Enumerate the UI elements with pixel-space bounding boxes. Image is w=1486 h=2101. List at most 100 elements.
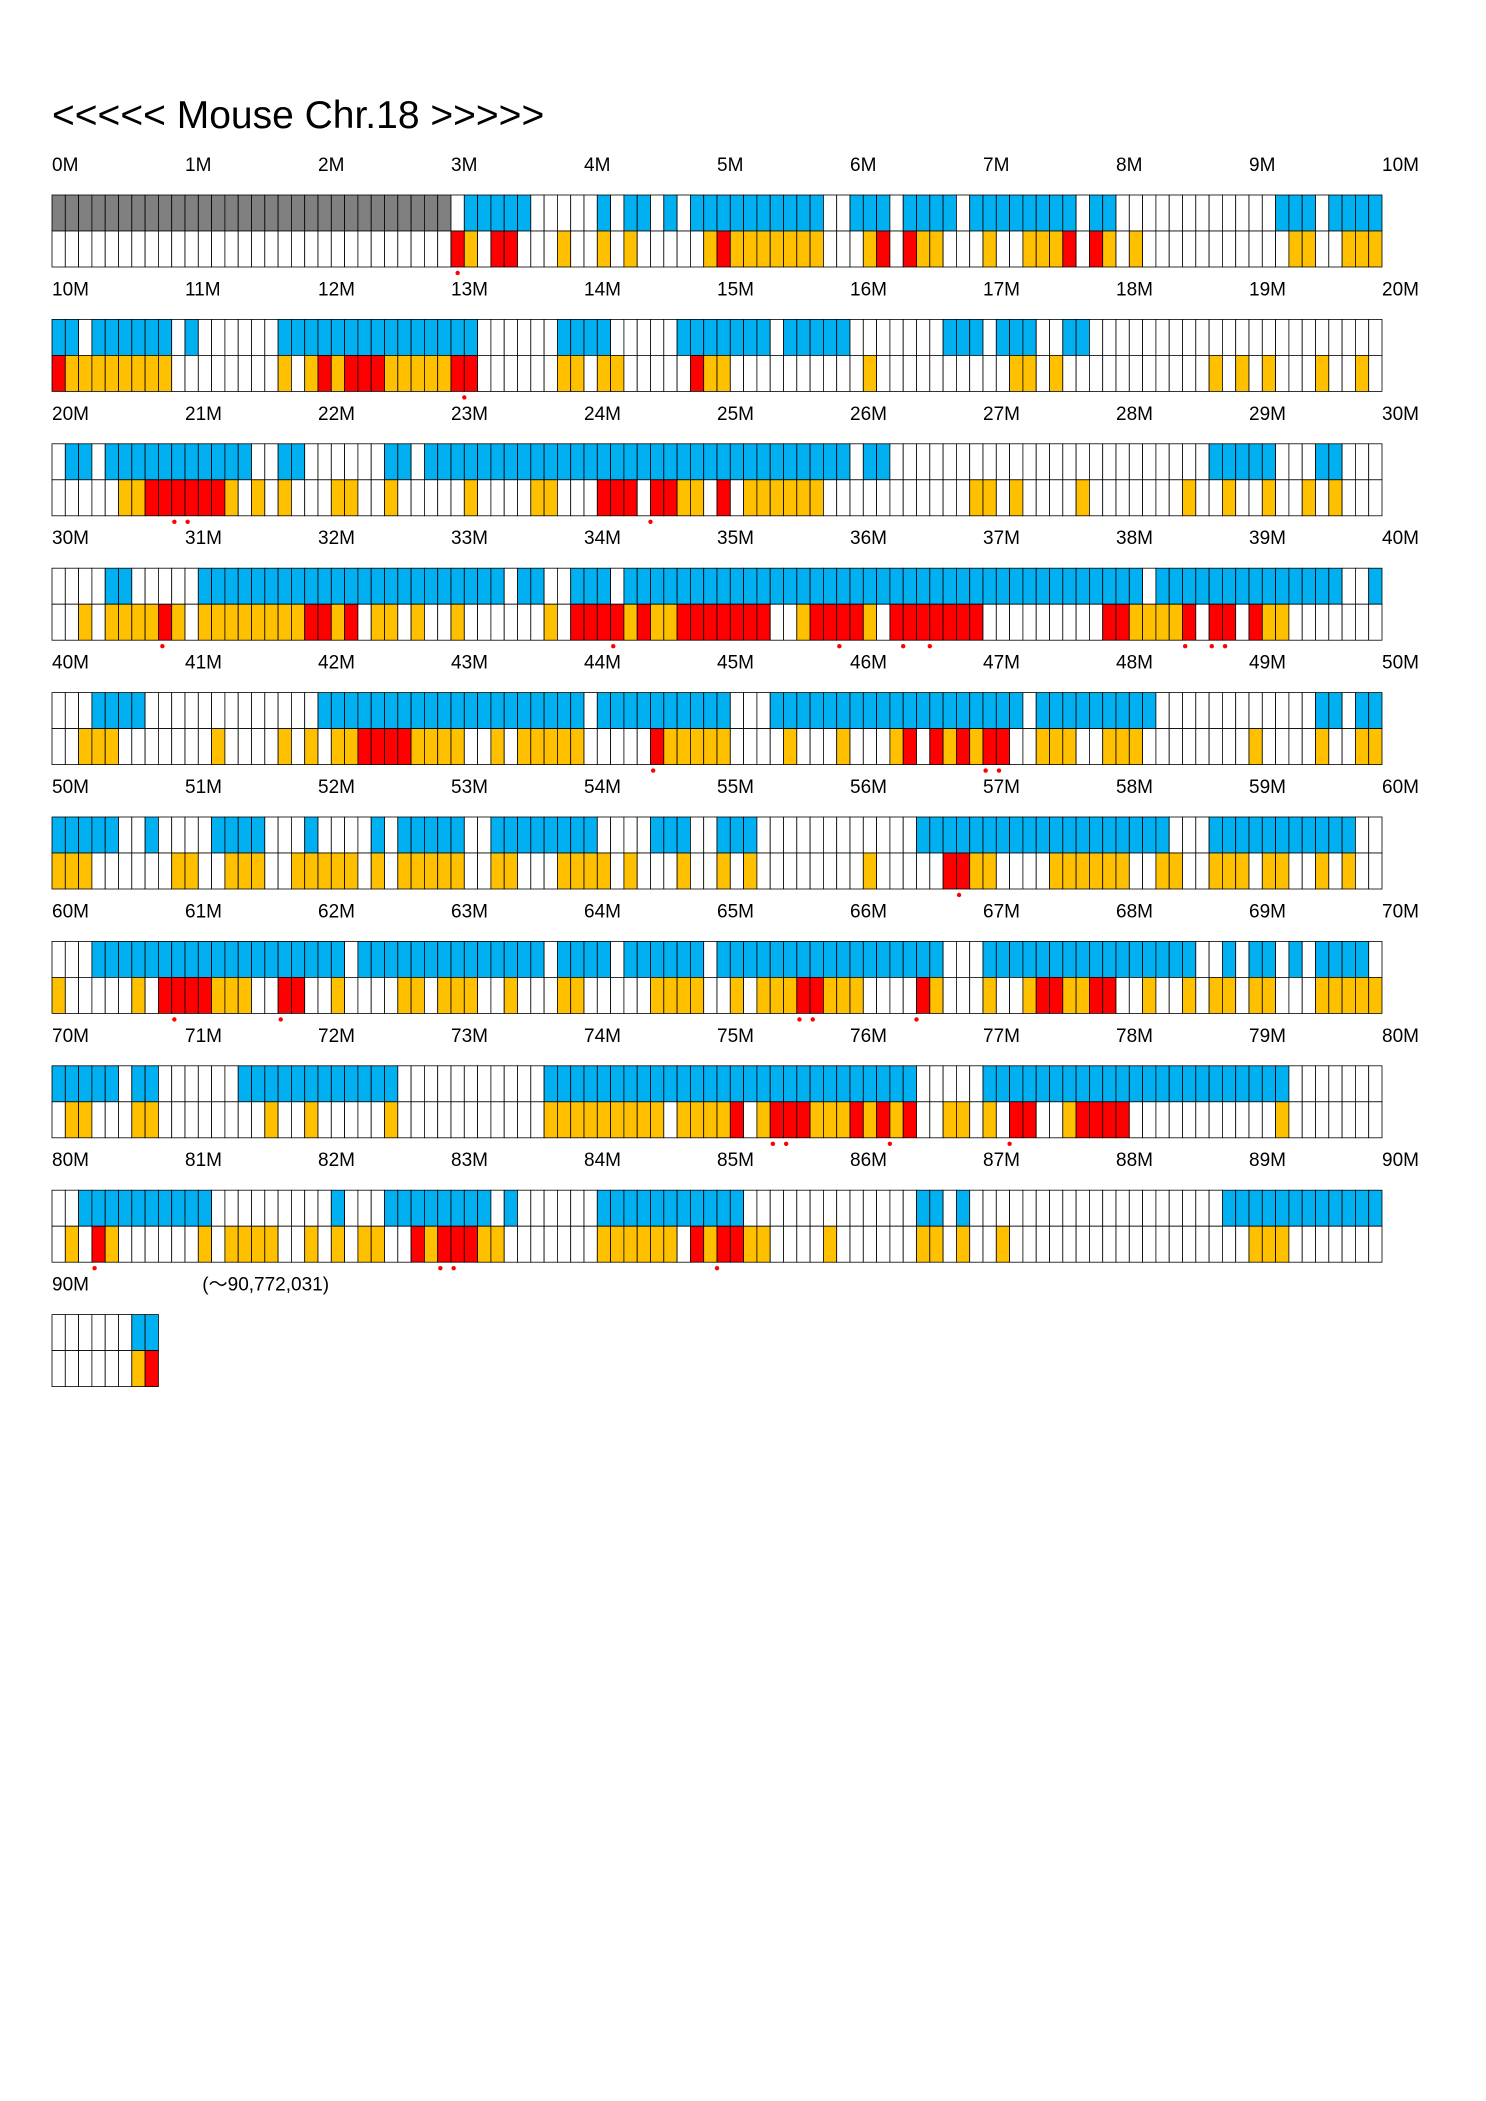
tick-label: 50M (1382, 653, 1419, 674)
upper-cell (1035, 816, 1050, 854)
lower-cell (676, 852, 691, 890)
lower-cell (1235, 1225, 1250, 1263)
upper-cell (184, 692, 199, 729)
lower-cell (1115, 230, 1130, 268)
upper-cell (995, 941, 1010, 978)
lower-cell (823, 230, 838, 268)
upper-cell (716, 941, 731, 978)
upper-cell (982, 692, 997, 729)
lower-cell (716, 354, 731, 392)
lower-cell (1115, 479, 1130, 517)
lower-cell (384, 230, 399, 268)
lower-cell (1155, 852, 1170, 890)
upper-cell (1155, 443, 1170, 481)
upper-cell (437, 692, 452, 729)
tick-label: 7M (983, 155, 1009, 176)
tick-label: 23M (451, 404, 488, 425)
lower-cell (836, 479, 851, 517)
upper-cell (1128, 1189, 1144, 1227)
lower-cell (384, 354, 399, 392)
upper-cell (557, 443, 572, 481)
upper-cell (1222, 1189, 1237, 1227)
lower-cell (929, 852, 944, 890)
lower-cell (503, 603, 518, 641)
lower-cell (783, 1101, 798, 1139)
upper-cell (517, 941, 532, 978)
upper-cell (1128, 194, 1144, 232)
upper-cell (1208, 941, 1223, 978)
lower-cell (1009, 1101, 1024, 1139)
upper-cell (796, 318, 811, 356)
lower-cell (1235, 977, 1250, 1014)
upper-cell (942, 194, 957, 232)
lower-cell (849, 852, 864, 890)
upper-cell (902, 194, 917, 232)
upper-cell (676, 816, 691, 854)
lower-cell (1035, 479, 1050, 517)
upper-cell (1075, 816, 1090, 854)
upper-cell (410, 318, 425, 356)
upper-cell (1288, 318, 1303, 356)
upper-cell (370, 567, 385, 605)
lower-cell (251, 728, 266, 765)
upper-cell (490, 692, 505, 729)
lower-cell (823, 479, 838, 517)
upper-cell (384, 194, 399, 232)
lower-cell (131, 479, 146, 517)
upper-cell (1288, 1189, 1303, 1227)
upper-cell (517, 567, 532, 605)
upper-cell (78, 567, 93, 605)
lower-cell (783, 354, 798, 392)
lower-cell (264, 1101, 279, 1139)
lower-cell (197, 479, 213, 517)
upper-cell (197, 318, 213, 356)
upper-cell (596, 692, 611, 729)
lower-cell (623, 479, 638, 517)
lower-cell (370, 230, 385, 268)
lower-cell (104, 1350, 119, 1387)
lower-cell (357, 1225, 372, 1263)
upper-cell (64, 194, 80, 232)
lower-cell (1261, 230, 1277, 268)
upper-cell (251, 1189, 266, 1227)
upper-cell (836, 692, 851, 729)
upper-cell (171, 692, 186, 729)
end-coordinate-note: (〜90,772,031) (202, 1275, 329, 1296)
upper-cell (384, 1189, 399, 1227)
upper-cell (1248, 941, 1263, 978)
tick-label: 90M (1382, 1150, 1419, 1171)
lower-cell (862, 1101, 877, 1139)
upper-cell (889, 567, 904, 605)
lower-cell (1315, 1101, 1330, 1139)
lower-cell (889, 479, 904, 517)
upper-cell (1315, 692, 1330, 729)
upper-cell (836, 318, 851, 356)
upper-cell (1288, 816, 1303, 854)
lower-cell (610, 852, 625, 890)
upper-cell (610, 443, 625, 481)
upper-cell (1341, 567, 1356, 605)
upper-cell (304, 567, 319, 605)
marker-dot (914, 1017, 919, 1022)
upper-cell (1208, 318, 1223, 356)
upper-cell (929, 1189, 944, 1227)
lower-cell (1022, 977, 1037, 1014)
upper-cell (384, 567, 399, 605)
upper-cell (118, 816, 133, 854)
lower-cell (530, 1225, 545, 1263)
upper-cell (144, 318, 159, 356)
upper-cell (157, 443, 173, 481)
upper-cell (304, 1189, 319, 1227)
upper-cell (104, 443, 119, 481)
upper-cell (557, 692, 572, 729)
upper-cell (1275, 567, 1290, 605)
tick-label: 60M (52, 901, 89, 922)
upper-cell (237, 318, 252, 356)
lower-cell (1155, 1225, 1170, 1263)
lower-cell (676, 230, 691, 268)
upper-cell (1102, 692, 1117, 729)
lower-cell (304, 728, 319, 765)
upper-cell (1208, 692, 1223, 729)
upper-cell (623, 194, 638, 232)
